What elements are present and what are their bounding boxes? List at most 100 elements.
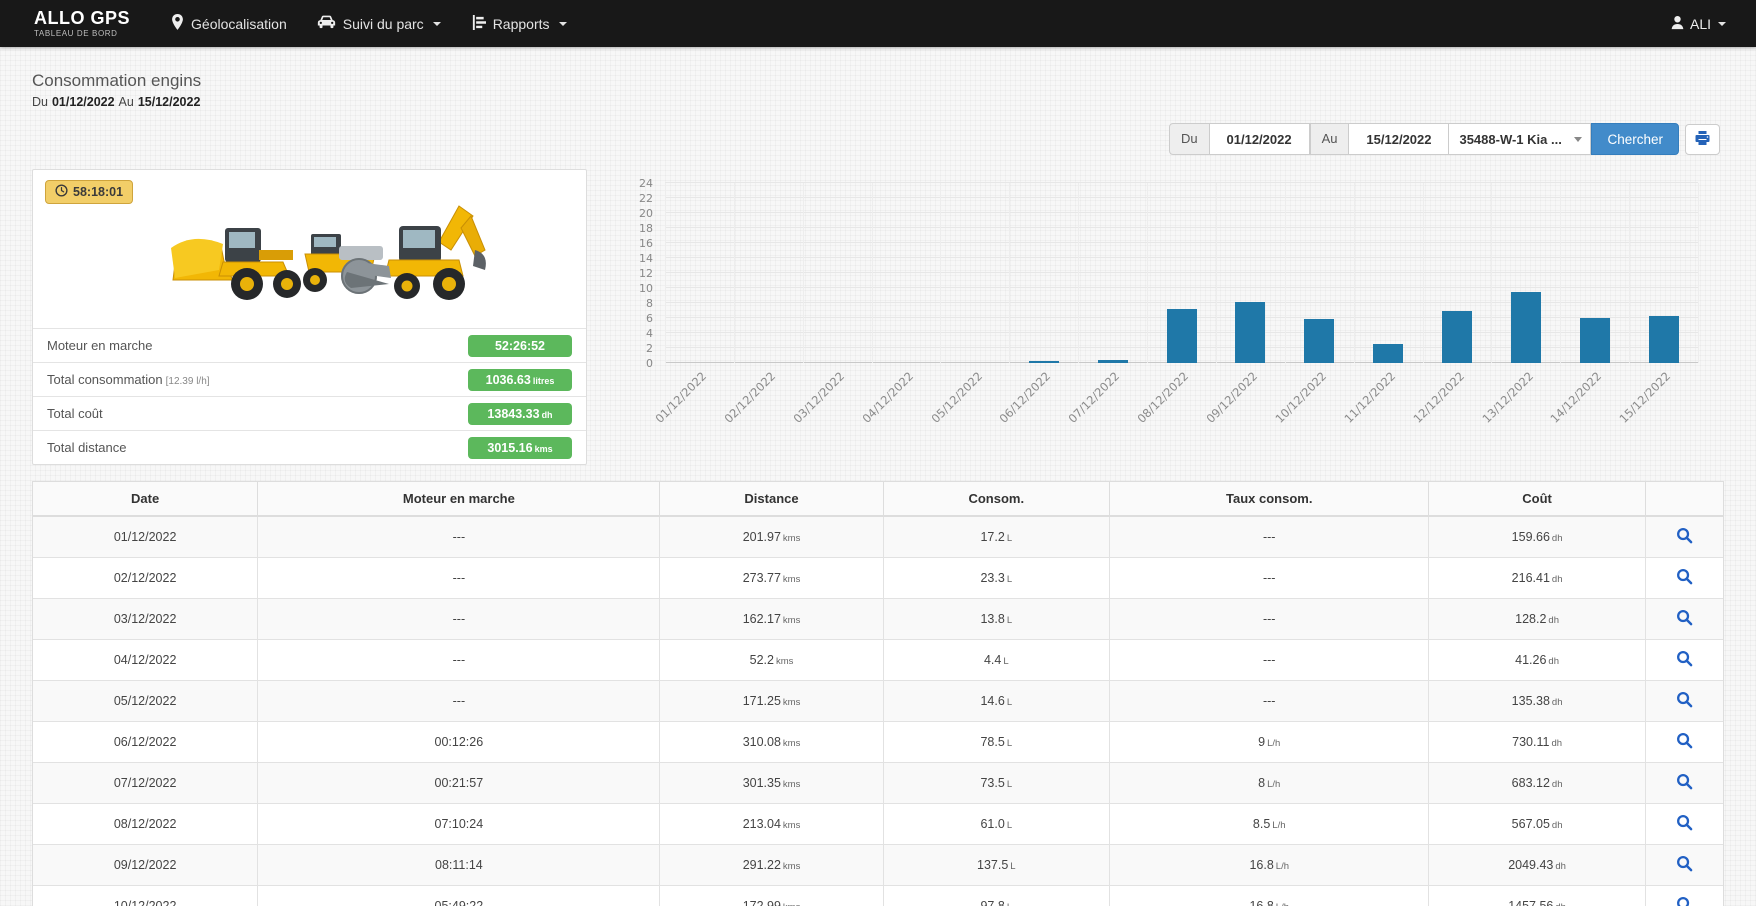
cell-distance: 201.97 kms	[659, 515, 884, 558]
nav-item-label: Suivi du parc	[342, 15, 424, 32]
cell-unit: L/h	[1276, 902, 1289, 906]
x-tick-label: 12/12/2022	[1410, 369, 1467, 426]
vehicle-select[interactable]: 35488-W-1 Kia ...	[1449, 122, 1592, 156]
row-detail-button[interactable]	[1644, 557, 1723, 599]
y-tick-label: 4	[646, 327, 653, 340]
search-button[interactable]: Chercher	[1591, 122, 1679, 156]
nav-item-label: Rapports	[492, 15, 550, 32]
row-detail-button[interactable]	[1644, 803, 1723, 845]
row-detail-button[interactable]	[1644, 762, 1723, 804]
summary-sublabel: [12.39 l/h]	[165, 376, 210, 387]
gridline-h	[665, 227, 1698, 228]
chart-bar-15/12/2022	[1648, 315, 1679, 363]
chart-bar-14/12/2022	[1579, 318, 1610, 363]
gridline-h	[665, 257, 1698, 258]
gridline-v	[1560, 183, 1562, 363]
cell-unit: kms	[775, 656, 794, 667]
range-prefix: Du	[32, 95, 48, 109]
table-row: 08/12/2022 07:10:24 213.04 kms 61.0 L 8.5 L/h 56…	[33, 803, 1723, 845]
cell-date: 08/12/2022	[33, 803, 258, 845]
gridline-v	[1353, 183, 1355, 363]
cell-taux: 9 L/h	[1109, 721, 1429, 763]
cell-distance: 310.08 kms	[659, 721, 884, 763]
brand[interactable]: ALLO GPS TABLEAU DE BORD	[34, 9, 130, 38]
cell-engine: ---	[257, 515, 660, 558]
cell-cout: 567.05 dh	[1428, 803, 1646, 845]
nav-item-g-olocalisation[interactable]: Géolocalisation	[156, 0, 302, 47]
y-tick-label: 16	[639, 237, 653, 250]
table-row: 01/12/2022 --- 201.97 kms 17.2 L --- 159.66 dh	[33, 515, 1723, 558]
row-detail-button[interactable]	[1644, 721, 1723, 763]
cell-date: 05/12/2022	[33, 680, 258, 722]
vehicle-summary-panel: 58:18:01	[32, 169, 587, 465]
report-chart-icon	[471, 14, 486, 33]
user-menu[interactable]: ALI	[1666, 0, 1730, 47]
chart-plot-area	[665, 182, 1699, 363]
gridline-h	[665, 197, 1698, 198]
cell-unit: dh	[1551, 533, 1563, 544]
cell-unit: L	[1006, 533, 1013, 544]
gridline-h	[665, 287, 1698, 288]
summary-value-badge: 3015.16 kms	[468, 436, 572, 459]
row-detail-button[interactable]	[1644, 680, 1723, 722]
cell-date: 02/12/2022	[33, 557, 258, 599]
cell-cout: 159.66 dh	[1428, 515, 1646, 558]
cell-consom: 61.0 L	[882, 803, 1110, 845]
cell-distance: 172.99kms	[659, 885, 884, 906]
cell-distance: 291.22 kms	[659, 844, 884, 886]
cell-date: 07/12/2022	[33, 762, 258, 804]
cell-unit: L/h	[1267, 738, 1281, 749]
y-tick-label: 8	[646, 297, 653, 310]
gridline-v	[871, 183, 873, 363]
summary-value-badge: 1036.63 litres	[468, 368, 572, 391]
row-detail-button[interactable]	[1644, 598, 1723, 640]
x-tick-label: 05/12/2022	[928, 369, 985, 426]
x-tick-label: 06/12/2022	[996, 369, 1054, 426]
car-icon	[317, 15, 336, 32]
date-to-input[interactable]	[1349, 122, 1450, 156]
daily-consumption-table: Date Moteur en marche Distance Consom. Taux …	[32, 481, 1724, 906]
search-icon	[1676, 856, 1693, 875]
x-tick-label: 01/12/2022	[652, 369, 710, 426]
chart-bar-12/12/2022	[1441, 311, 1472, 363]
user-icon	[1670, 15, 1685, 33]
row-detail-button[interactable]	[1644, 639, 1723, 681]
cell-taux: 8 L/h	[1109, 762, 1429, 804]
cell-unit: dh	[1551, 697, 1563, 708]
caret-down-icon	[1574, 136, 1583, 142]
range-mid: Au	[118, 95, 134, 109]
table-row: 05/12/2022 --- 171.25 kms 14.6 L --- 135.38 dh	[33, 680, 1723, 722]
chart-bar-06/12/2022	[1028, 361, 1059, 363]
cell-consom: 4.4 L	[882, 639, 1110, 681]
summary-value-badge: 13843.33 dh	[468, 402, 572, 425]
cell-consom: 97.8L	[882, 885, 1110, 906]
page-title: Consommation engins	[32, 71, 202, 90]
nav-item-suivi-du-parc[interactable]: Suivi du parc	[302, 0, 456, 47]
summary-value-unit: kms	[534, 443, 553, 454]
row-detail-button[interactable]	[1644, 885, 1723, 906]
gridline-h	[665, 182, 1698, 183]
gridline-v	[1147, 183, 1149, 363]
cell-engine: ---	[257, 639, 660, 681]
date-from-input[interactable]	[1209, 122, 1310, 156]
x-tick-label: 15/12/2022	[1616, 369, 1674, 426]
cell-unit: kms	[782, 697, 801, 708]
x-tick-label: 09/12/2022	[1203, 369, 1261, 426]
gridline-v	[802, 183, 804, 363]
chart-y-axis: 0 2 4 6 8 10 12 14 16 18 20 22 24	[629, 178, 657, 369]
cell-unit: L	[1006, 779, 1013, 790]
table-row: 07/12/2022 00:21:57 301.35 kms 73.5 L 8 L/h 683.…	[33, 762, 1723, 804]
cell-unit: L	[1006, 697, 1013, 708]
row-detail-button[interactable]	[1644, 844, 1723, 886]
cell-cout: 1457.56dh	[1428, 885, 1646, 906]
gridline-v	[1629, 183, 1631, 363]
cell-unit: dh	[1555, 861, 1566, 872]
print-button[interactable]	[1685, 123, 1720, 155]
summary-label: Total distance	[47, 440, 127, 455]
user-name: ALI	[1689, 15, 1711, 32]
page-head: Consommation engins Du 01/12/2022 Au 15/12/…	[32, 71, 1756, 109]
cell-engine: 00:21:57	[257, 762, 660, 804]
nav-item-rapports[interactable]: Rapports	[456, 0, 582, 47]
row-detail-button[interactable]	[1644, 515, 1723, 558]
